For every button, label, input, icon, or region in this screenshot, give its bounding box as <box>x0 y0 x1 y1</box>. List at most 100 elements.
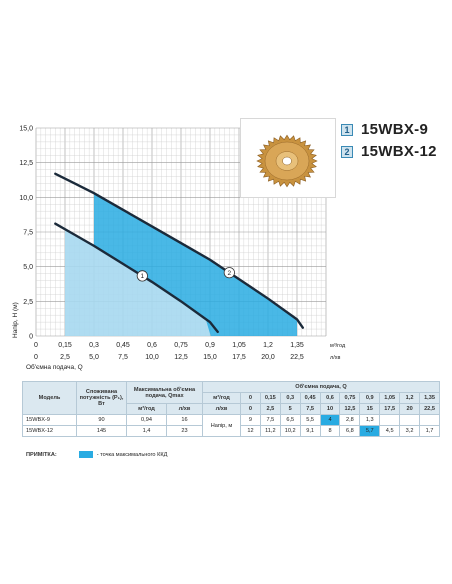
cell-head-value: 10,2 <box>279 425 301 437</box>
series-marker-2 <box>223 267 235 279</box>
x-tick-label-bottom: 20,0 <box>261 354 275 361</box>
unit-lmin: л/хв <box>202 403 241 415</box>
cell-power: 145 <box>76 425 127 437</box>
impeller-icon <box>256 134 318 188</box>
cell-head-value: 3,2 <box>399 425 421 437</box>
cell-head-value: 1,7 <box>419 425 440 437</box>
flow-m3-header: 1,05 <box>379 392 401 404</box>
flow-lmin-header: 20 <box>399 403 421 415</box>
flow-lmin-header: 10 <box>319 403 341 415</box>
flow-m3-header: 0,9 <box>359 392 381 404</box>
x-tick-label-top: 0,9 <box>205 342 215 349</box>
x-tick-label-bottom: 2,5 <box>60 354 70 361</box>
x-tick-label-bottom: 7,5 <box>118 354 128 361</box>
footnote: ПРИМІТКА: - точка максимального ККД <box>26 451 167 458</box>
flow-m3-header: 0,3 <box>279 392 301 404</box>
cell-head-value: 6,5 <box>279 414 301 426</box>
x-tick-label-bottom: 22,5 <box>290 354 304 361</box>
flow-m3-header: 0,6 <box>319 392 341 404</box>
cell-head-value: 12 <box>240 425 261 437</box>
x-tick-label-bottom: 17,5 <box>232 354 246 361</box>
cell-qmax-m3: 1,4 <box>126 425 167 437</box>
legend-model-name: 15WBX-12 <box>361 143 437 160</box>
cell-head-value: 5,5 <box>299 414 321 426</box>
cell-head-value: 2,8 <box>339 414 361 426</box>
flow-m3-header: 1,2 <box>399 392 421 404</box>
series-line-2 <box>54 172 304 329</box>
flow-lmin-header: 17,5 <box>379 403 401 415</box>
note-label: ПРИМІТКА: <box>26 451 57 458</box>
flow-m3-header: 0 <box>240 392 261 404</box>
y-tick-label: 5,0 <box>23 264 33 271</box>
header-max-flow: Максимальна об'ємна подача, Qmax <box>126 381 203 404</box>
flow-m3-header: 0,45 <box>299 392 321 404</box>
y-tick-label: 12,5 <box>19 160 33 167</box>
unit-lmin-sub: л/хв <box>166 403 203 415</box>
x-tick-label-bottom: 12,5 <box>174 354 188 361</box>
flow-lmin-header: 7,5 <box>299 403 321 415</box>
cell-head-value: 9 <box>240 414 261 426</box>
x-tick-label-top: 1,2 <box>263 342 273 349</box>
tick-labels: 02,55,07,510,012,515,00 0,15 0,3 0,45 0,6 0,7… <box>19 126 304 362</box>
header-power: Споживана потужність (P₁), Вт <box>76 381 127 415</box>
x-tick-label-bottom: 5,0 <box>89 354 99 361</box>
series-line-1 <box>54 222 219 334</box>
flow-m3-header: 0,75 <box>339 392 361 404</box>
flow-m3-header: 1,35 <box>419 392 440 404</box>
flow-lmin-header: 22,5 <box>419 403 440 415</box>
flow-lmin-header: 12,5 <box>339 403 361 415</box>
y-tick-label: 15,0 <box>19 126 33 133</box>
cell-head-value: 4 <box>319 414 341 426</box>
x-tick-label-top: 1,05 <box>232 342 246 349</box>
cell-qmax-lmin: 16 <box>166 414 203 426</box>
cell-head-value <box>399 414 421 426</box>
flow-lmin-header: 2,5 <box>259 403 281 415</box>
legend-number: 2 <box>341 145 353 158</box>
cell-head-value: 1,3 <box>359 414 381 426</box>
y-tick-label: 0 <box>29 334 33 341</box>
cell-head-value: 9,1 <box>299 425 321 437</box>
header-flow: Об'ємна подача, Q <box>202 381 440 393</box>
y-axis-label: Напір, Н (м) <box>11 302 19 338</box>
cell-head-label: Напір, м <box>202 414 241 437</box>
cell-model: 15WBX-12 <box>22 425 77 437</box>
cell-qmax-m3: 0,94 <box>126 414 167 426</box>
cell-head-value: 4,5 <box>379 425 401 437</box>
legend-item-1: 1 15WBX-9 <box>341 121 428 138</box>
x-tick-label-bottom: 15,0 <box>203 354 217 361</box>
x-axis-label: Об'ємна подача, Q <box>26 363 83 371</box>
legend-number: 1 <box>341 123 353 136</box>
cell-model: 15WBX-9 <box>22 414 77 426</box>
flow-lmin-header: 15 <box>359 403 381 415</box>
cell-head-value <box>379 414 401 426</box>
impeller-bore <box>282 156 292 166</box>
x-tick-label-bottom: 10,0 <box>145 354 159 361</box>
efficiency-band-2 <box>94 193 297 336</box>
efficiency-swatch <box>78 451 93 458</box>
unit-m3-sub: м³/год <box>126 403 167 415</box>
cell-qmax-lmin: 23 <box>166 425 203 437</box>
legend-model-name: 15WBX-9 <box>361 121 429 138</box>
series-marker-1 <box>136 270 148 282</box>
cell-head-value: 6,8 <box>339 425 361 437</box>
cell-head-value <box>419 414 440 426</box>
legend-item-2: 2 15WBX-12 <box>341 143 437 160</box>
flow-m3-header: 0,15 <box>259 392 281 404</box>
efficiency-fill <box>65 193 297 336</box>
flow-lmin-header: 5 <box>279 403 301 415</box>
cell-head-value: 7,5 <box>259 414 281 426</box>
x-tick-label-top: 0,3 <box>89 342 99 349</box>
note-text: - точка максимального ККД <box>96 451 168 458</box>
x-tick-label-top: 0 <box>34 342 38 349</box>
specs-table: Модель Споживана потужність (P₁), Вт Мак… <box>22 381 440 437</box>
series-marker-label: 2 <box>228 270 232 277</box>
efficiency-band-1 <box>65 229 210 336</box>
y-tick-label: 2,5 <box>23 299 33 306</box>
flow-lmin-header: 0 <box>240 403 261 415</box>
table-row: 15WBX-12 145 1,4 23 12 11,2 10,2 9,1 8 6,8 5,7 4,5 3… <box>22 425 440 437</box>
cell-power: 90 <box>76 414 127 426</box>
series-marker-label: 1 <box>141 273 145 280</box>
cell-head-value: 11,2 <box>259 425 281 437</box>
